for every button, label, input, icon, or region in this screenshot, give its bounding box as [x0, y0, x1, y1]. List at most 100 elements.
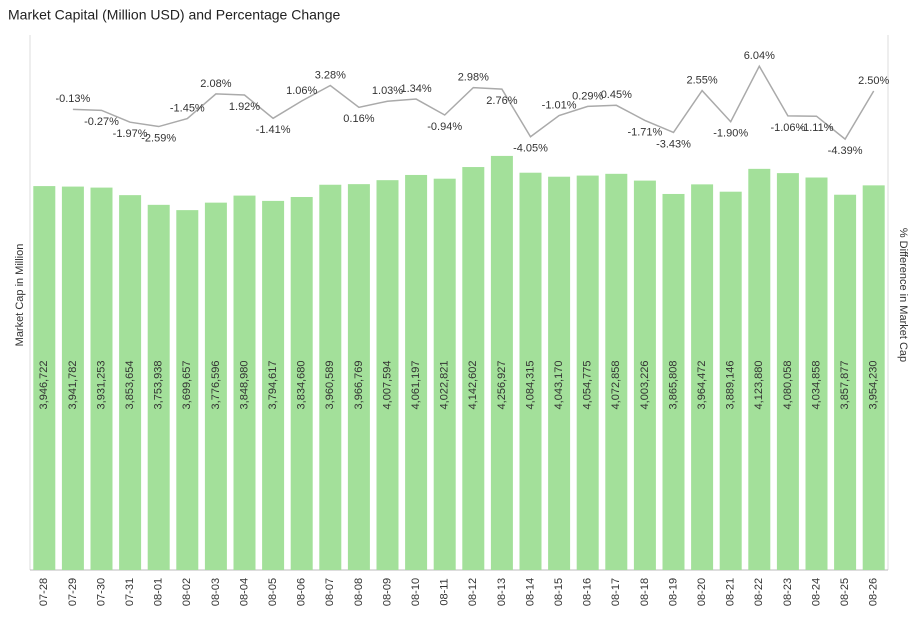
- bar: [805, 177, 828, 570]
- point-label: -2.59%: [141, 132, 176, 144]
- bar: [576, 175, 599, 570]
- x-tick-label: 08-24: [810, 578, 822, 606]
- x-tick-label: 07-28: [38, 578, 50, 606]
- bar: [33, 186, 56, 570]
- bar: [262, 200, 285, 570]
- bar-label: 4,007,594: [381, 361, 393, 410]
- bar: [61, 186, 84, 570]
- x-tick-label: 08-14: [524, 578, 536, 606]
- x-tick-label: 08-10: [410, 578, 422, 606]
- point-label: -1.06%: [770, 122, 805, 134]
- bar-label: 4,061,197: [410, 361, 422, 410]
- bar-label: 3,834,680: [296, 361, 308, 410]
- point-label: -4.05%: [513, 143, 548, 155]
- point-label: 0.45%: [601, 89, 632, 101]
- x-tick-label: 08-23: [782, 578, 794, 606]
- x-tick-label: 07-31: [124, 578, 136, 606]
- x-tick-label: 08-06: [296, 578, 308, 606]
- bar: [776, 173, 799, 570]
- x-tick-label: 08-07: [324, 578, 336, 606]
- bar: [119, 195, 142, 570]
- x-tick-label: 08-12: [467, 578, 479, 606]
- bar-label: 4,003,226: [639, 361, 651, 410]
- bar-label: 3,960,589: [324, 361, 336, 410]
- bar: [347, 184, 370, 571]
- bar-label: 3,857,877: [839, 361, 851, 410]
- point-label: 1.34%: [400, 83, 431, 95]
- bar-label: 4,072,858: [610, 361, 622, 410]
- y-axis-title: Market Cap in Million: [14, 244, 26, 347]
- point-label: -3.43%: [656, 138, 691, 150]
- bar: [405, 174, 428, 570]
- x-tick-label: 08-03: [210, 578, 222, 606]
- x-tick-label: 08-26: [868, 578, 880, 606]
- point-label: 1.06%: [286, 85, 317, 97]
- bar-label: 3,954,230: [868, 361, 880, 410]
- x-tick-label: 08-22: [753, 578, 765, 606]
- point-label: 2.55%: [686, 75, 717, 87]
- bar: [719, 191, 742, 570]
- point-label: -1.45%: [170, 102, 205, 114]
- x-tick-label: 08-05: [267, 578, 279, 606]
- point-label: -1.71%: [627, 126, 662, 138]
- x-tick-label: 08-01: [153, 578, 165, 606]
- point-label: -1.97%: [113, 128, 148, 140]
- point-label: -0.13%: [55, 93, 90, 105]
- bar: [748, 168, 771, 570]
- bar-label: 4,084,315: [524, 361, 536, 410]
- bar: [290, 196, 313, 570]
- bar-label: 3,941,782: [67, 361, 79, 410]
- bar: [605, 173, 628, 570]
- x-tick-label: 08-17: [610, 578, 622, 606]
- x-tick-label: 08-16: [582, 578, 594, 606]
- x-tick-label: 08-19: [667, 578, 679, 606]
- x-tick-label: 08-20: [696, 578, 708, 606]
- bar-label: 4,054,775: [582, 361, 594, 410]
- bar-label: 4,080,058: [782, 361, 794, 410]
- bar: [176, 210, 199, 570]
- y2-axis-title: % Difference in Market Cap: [897, 228, 909, 362]
- bar: [862, 185, 885, 570]
- bar: [233, 195, 256, 570]
- point-label: -1.41%: [256, 124, 291, 136]
- point-label: 0.29%: [572, 90, 603, 102]
- point-label: -0.94%: [427, 121, 462, 133]
- bar-label: 4,256,927: [496, 361, 508, 410]
- bar: [376, 180, 399, 570]
- bar: [633, 180, 656, 571]
- point-label: 1.92%: [229, 101, 260, 113]
- point-label: 0.16%: [343, 113, 374, 125]
- bar-label: 3,964,472: [696, 361, 708, 410]
- point-label: 2.08%: [200, 78, 231, 90]
- point-label: 1.03%: [372, 85, 403, 97]
- bar-label: 4,034,858: [810, 361, 822, 410]
- bar-label: 3,699,657: [181, 361, 193, 410]
- bar-label: 4,043,170: [553, 361, 565, 410]
- x-tick-label: 07-29: [67, 578, 79, 606]
- point-label: 2.50%: [858, 75, 889, 87]
- point-label: -1.90%: [713, 128, 748, 140]
- bar-label: 4,142,602: [467, 361, 479, 410]
- x-tick-label: 07-30: [95, 578, 107, 606]
- point-label: 6.04%: [744, 50, 775, 62]
- bar-label: 4,123,880: [753, 361, 765, 410]
- bar: [691, 184, 714, 570]
- bar-label: 3,966,769: [353, 361, 365, 410]
- x-tick-label: 08-09: [381, 578, 393, 606]
- bar-label: 3,931,253: [95, 361, 107, 410]
- bar: [548, 176, 571, 570]
- point-label: -0.27%: [84, 116, 119, 128]
- bar-label: 3,776,596: [210, 361, 222, 410]
- bar-label: 3,865,808: [667, 361, 679, 410]
- x-tick-label: 08-04: [238, 578, 250, 606]
- x-tick-label: 08-15: [553, 578, 565, 606]
- line: [72, 64, 875, 141]
- bar: [462, 167, 485, 570]
- x-tick-label: 08-13: [496, 578, 508, 606]
- bar: [433, 178, 456, 571]
- bar-label: 3,848,980: [238, 361, 250, 410]
- x-tick-label: 08-08: [353, 578, 365, 606]
- bar: [204, 202, 227, 571]
